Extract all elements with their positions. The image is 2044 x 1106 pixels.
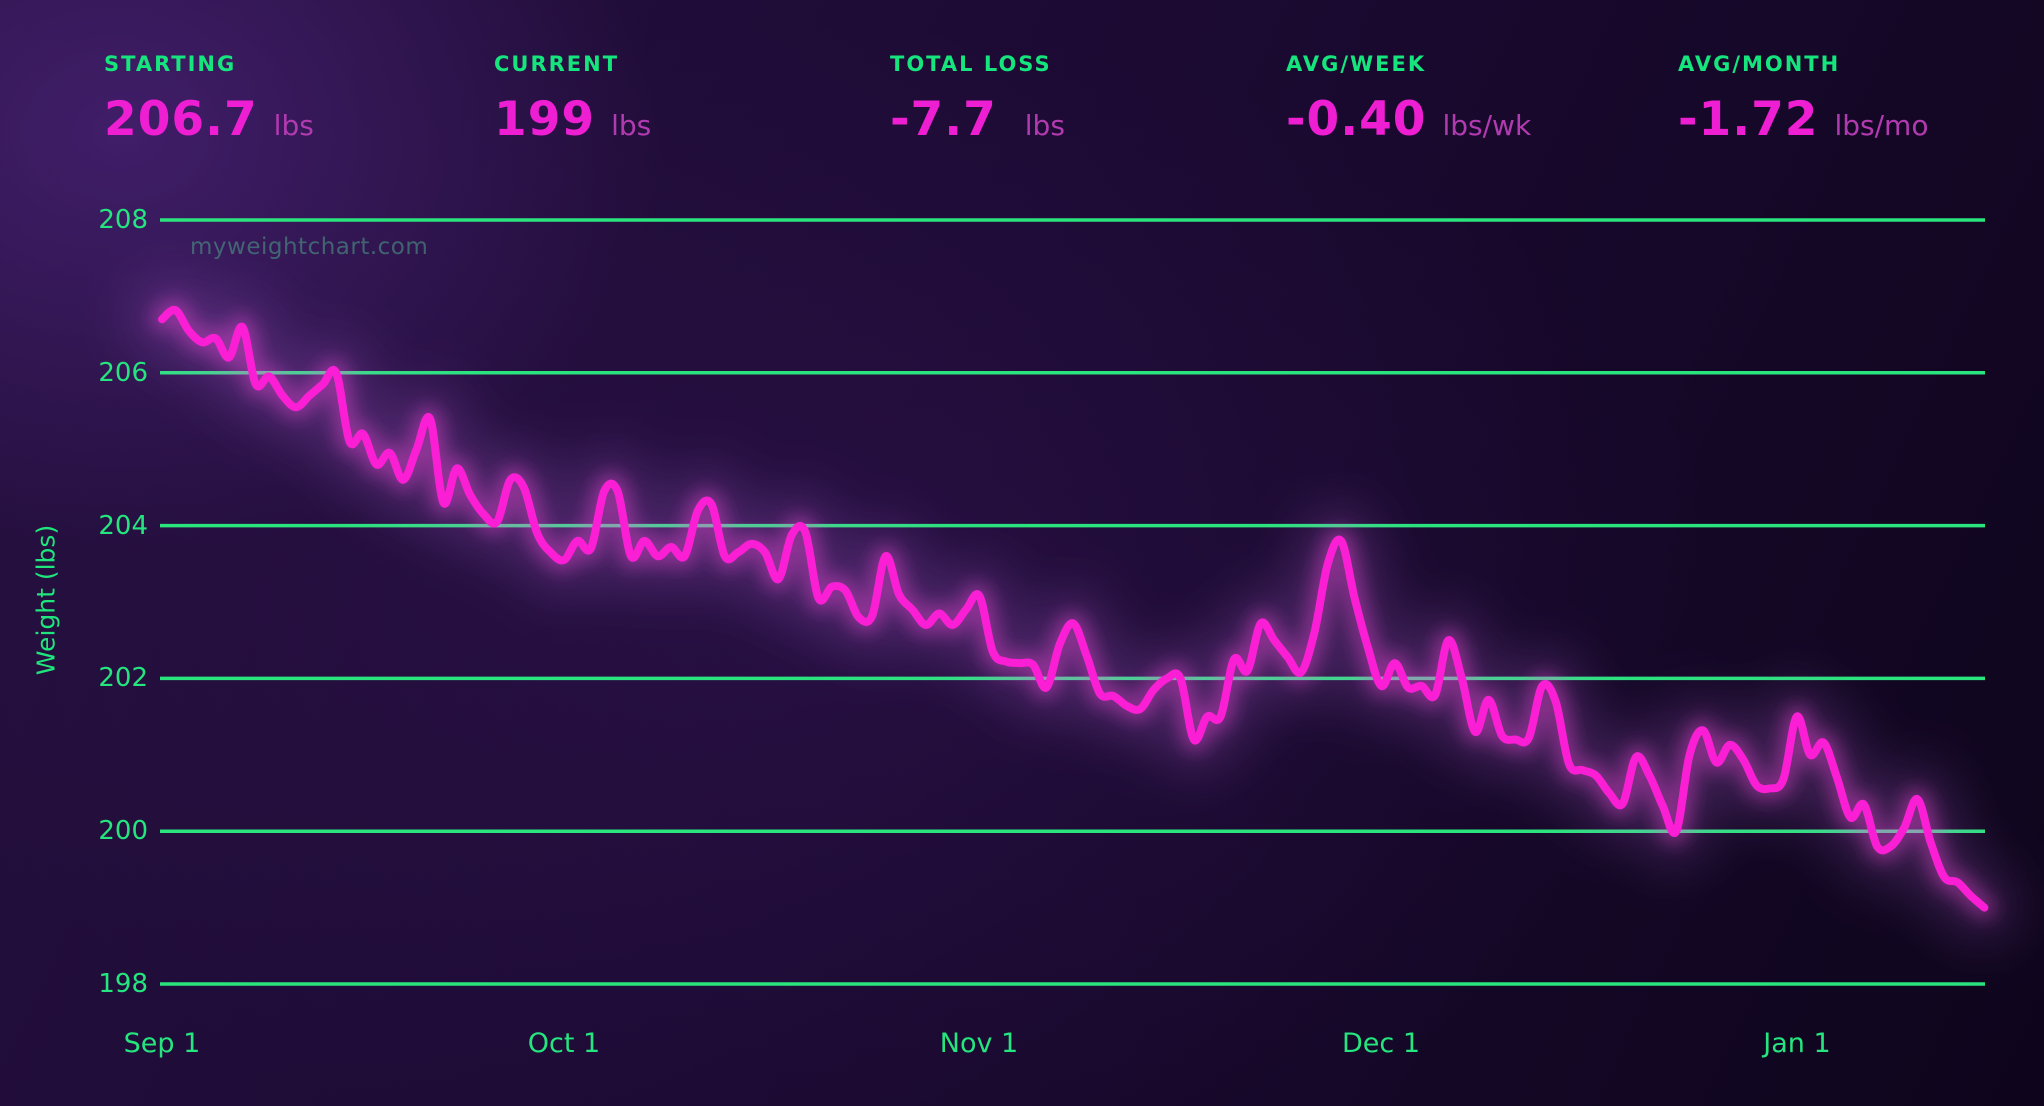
stat-avg-week-value: -0.40 (1286, 92, 1427, 147)
stat-starting: STARTING 206.7 lbs (104, 52, 314, 147)
stat-avg-month-unit: lbs/mo (1834, 109, 1929, 142)
stat-avg-week: AVG/WEEK -0.40 lbs/wk (1286, 52, 1531, 147)
y-tick-200: 200 (98, 816, 148, 846)
stat-avg-month: AVG/MONTH -1.72 lbs/mo (1678, 52, 1928, 147)
weight-line (158, 305, 1989, 912)
weight-line-halo (130, 278, 2017, 940)
y-axis-title: Weight (lbs) (31, 524, 61, 676)
stat-starting-label: STARTING (104, 52, 237, 76)
y-tick-206: 206 (98, 358, 148, 388)
y-tick-198: 198 (98, 969, 148, 999)
stats-row: STARTING 206.7 lbs CURRENT 199 lbs TOTAL… (0, 52, 2044, 172)
stat-current: CURRENT 199 lbs (494, 52, 651, 147)
stat-avg-month-value: -1.72 (1678, 92, 1819, 147)
y-tick-204: 204 (98, 511, 148, 541)
stat-current-label: CURRENT (494, 52, 620, 76)
stat-starting-unit: lbs (273, 109, 314, 142)
stat-total-loss: TOTAL LOSS -7.7 lbs (890, 52, 1065, 147)
stat-total-loss-unit: lbs (1024, 109, 1065, 142)
watermark: myweightchart.com (190, 234, 429, 260)
stat-avg-week-label: AVG/WEEK (1286, 52, 1427, 76)
x-tick-sep1: Sep 1 (123, 1028, 201, 1059)
x-tick-dec1: Dec 1 (1341, 1028, 1420, 1059)
stat-total-loss-value: -7.7 (890, 92, 997, 147)
x-tick-nov1: Nov 1 (939, 1028, 1019, 1059)
stat-starting-value: 206.7 (104, 92, 258, 147)
x-tick-jan1: Jan 1 (1763, 1028, 1831, 1059)
y-tick-208: 208 (98, 205, 148, 235)
stat-avg-week-unit: lbs/wk (1442, 109, 1532, 142)
y-tick-202: 202 (98, 663, 148, 693)
x-tick-oct1: Oct 1 (527, 1028, 601, 1059)
stat-avg-month-label: AVG/MONTH (1678, 52, 1841, 76)
stat-current-value: 199 (494, 92, 596, 147)
stat-total-loss-label: TOTAL LOSS (890, 52, 1052, 76)
stat-current-unit: lbs (611, 109, 652, 142)
